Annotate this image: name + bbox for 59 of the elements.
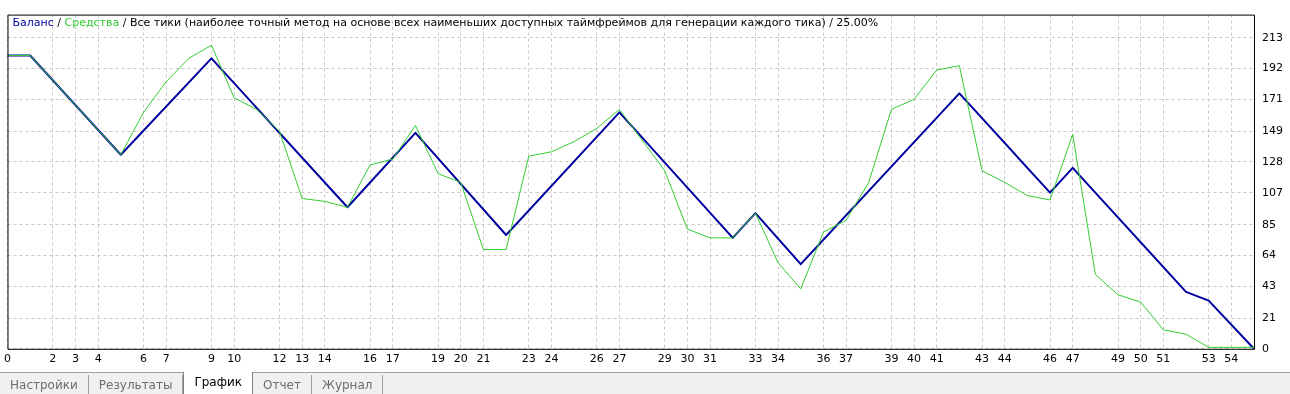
text: Настройки: [0, 375, 89, 394]
x-tick-label: 6: [139, 352, 147, 366]
x-tick-label: 7: [162, 352, 170, 366]
x-tick-label: 41: [929, 352, 944, 366]
x-tick-label: 53: [1201, 352, 1216, 366]
y-tick-label: 0: [1262, 341, 1269, 355]
y-tick-label: 128: [1262, 154, 1283, 168]
x-tick-label: 3: [71, 352, 79, 366]
y-tick-label: 192: [1262, 61, 1283, 75]
x-tick-label: 49: [1111, 352, 1126, 366]
x-tick-label: 0: [4, 352, 11, 366]
x-tick-label: 10: [227, 352, 242, 366]
x-tick-label: 19: [431, 352, 446, 366]
x-tick-label: 43: [975, 352, 990, 366]
x-tick-label: 16: [363, 352, 378, 366]
x-tick-label: 47: [1065, 352, 1080, 366]
x-tick-label: 54: [1224, 352, 1239, 366]
annotation: /: [53, 16, 65, 30]
x-tick-label: 50: [1133, 352, 1148, 366]
x-tick-label: 14: [317, 352, 332, 366]
y-tick-label: 107: [1262, 185, 1283, 199]
x-tick-label: 2: [49, 352, 57, 366]
x-tick-label: 29: [657, 352, 672, 366]
x-tick-label: 44: [997, 352, 1012, 366]
text: /: [122, 16, 127, 30]
text: Журнал: [311, 375, 384, 394]
x-tick-label: 31: [703, 352, 718, 366]
y-tick-label: 64: [1262, 248, 1276, 262]
x-tick-label: 39: [884, 352, 899, 366]
text: Отчет: [253, 375, 312, 394]
x-tick-label: 51: [1156, 352, 1171, 366]
x-tick-label: 36: [816, 352, 831, 366]
text: Средства: [64, 16, 120, 30]
x-tick-label: 40: [907, 352, 922, 366]
x-tick-label: 30: [680, 352, 695, 366]
y-tick-label: 21: [1262, 311, 1276, 325]
x-tick-label: 4: [94, 352, 102, 366]
x-tick-label: 21: [476, 352, 491, 366]
text: Результаты: [88, 375, 184, 394]
y-tick-label: 149: [1262, 124, 1283, 138]
x-tick-label: 23: [521, 352, 536, 366]
y-tick-label: 213: [1262, 30, 1283, 44]
x-tick-label: 9: [207, 352, 215, 366]
y-tick-label: 85: [1262, 217, 1276, 231]
x-tick-label: 34: [771, 352, 786, 366]
chart-title: Все тики (наиболее точный метод на основе всех наименьших доступных таймфреймов для генерации каждого тика) / 25.00%: [129, 16, 879, 30]
y-tick-label: 171: [1262, 92, 1283, 106]
x-tick-label: 26: [589, 352, 604, 366]
y-tick-label: 43: [1262, 278, 1276, 292]
x-tick-label: 37: [839, 352, 854, 366]
x-tick-label: 13: [295, 352, 310, 366]
x-tick-label: 17: [385, 352, 400, 366]
x-tick-label: 27: [612, 352, 627, 366]
text: Баланс: [12, 16, 54, 30]
x-tick-label: 46: [1043, 352, 1058, 366]
x-tick-label: 33: [748, 352, 763, 366]
x-tick-label: 24: [544, 352, 559, 366]
x-tick-label: 12: [272, 352, 287, 366]
x-tick-label: 20: [453, 352, 468, 366]
